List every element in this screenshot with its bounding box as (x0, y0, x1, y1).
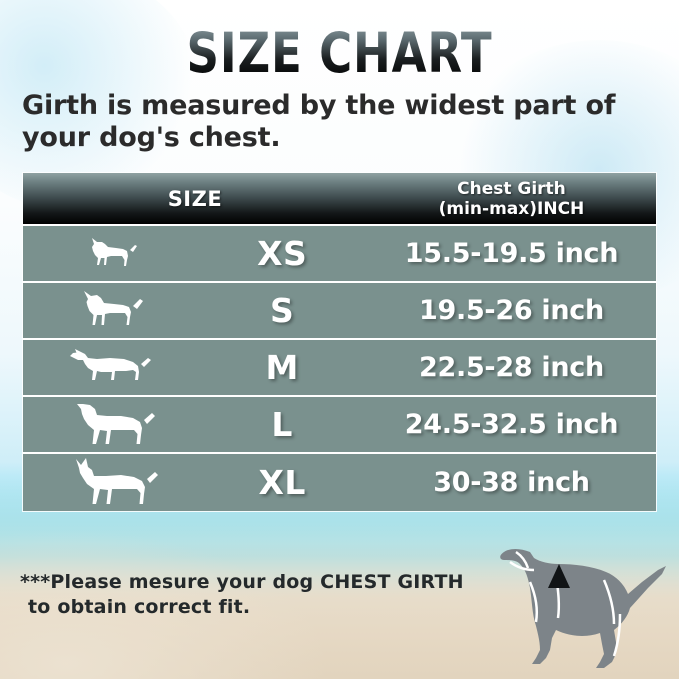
footnote-line-2: to obtain correct fit. (28, 596, 251, 618)
table-header-row: SIZE Chest Girth (min-max)INCH (23, 173, 656, 226)
table-row: XS 15.5-19.5 inch (23, 226, 656, 283)
footnote-line-1: ***Please mesure your dog CHEST GIRTH (20, 571, 464, 593)
size-label: XS (257, 234, 308, 273)
table-row: XL 30-38 inch (23, 454, 656, 511)
column-header-size: SIZE (167, 186, 223, 211)
size-label: XL (258, 463, 306, 502)
dog-silhouette-m-icon (23, 340, 197, 395)
girth-value: 22.5-28 inch (419, 352, 604, 383)
table-row: M 22.5-28 inch (23, 340, 656, 397)
footnote: ***Please mesure your dog CHEST GIRTH to… (20, 570, 480, 620)
table-row: S 19.5-26 inch (23, 283, 656, 340)
dog-silhouette-xl-icon (23, 454, 197, 511)
girth-value: 24.5-32.5 inch (404, 409, 619, 440)
size-chart-table: SIZE Chest Girth (min-max)INCH XS 15.5-1… (22, 172, 657, 512)
size-label: S (270, 291, 295, 330)
dog-silhouette-s-icon (23, 283, 197, 338)
girth-value: 19.5-26 inch (419, 295, 604, 326)
girth-value: 15.5-19.5 inch (404, 238, 619, 269)
table-row: L 24.5-32.5 inch (23, 397, 656, 454)
column-header-chest-girth-line1: Chest Girth (457, 178, 566, 199)
page-subtitle: Girth is measured by the widest part of … (22, 90, 616, 153)
girth-arrow-marker (548, 564, 570, 588)
girth-value: 30-38 inch (433, 467, 590, 498)
column-header-chest-girth-line2: (min-max)INCH (438, 198, 585, 219)
dog-silhouette-xs-icon (23, 226, 197, 281)
size-label: M (265, 348, 299, 387)
column-header-chest-girth: Chest Girth (min-max)INCH (367, 173, 656, 224)
dog-silhouette-l-icon (23, 397, 197, 452)
page-title: SIZE CHART (61, 0, 618, 82)
dog-chest-girth-diagram (470, 518, 675, 678)
size-label: L (271, 405, 293, 444)
background-sand-highlight (0, 529, 330, 679)
